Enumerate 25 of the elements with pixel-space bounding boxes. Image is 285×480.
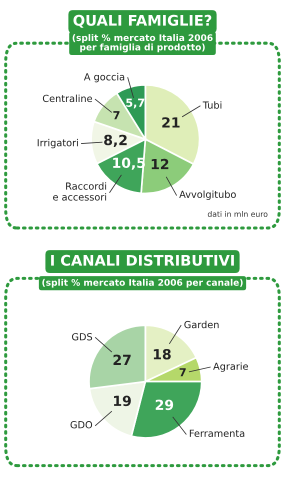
data-label: 18 [154,348,171,360]
slice-label: Avvolgitubo [179,190,236,200]
data-label: 7 [180,368,186,376]
slice-label: Garden [184,320,219,328]
data-label: 21 [162,117,180,128]
data-label: 27 [114,354,131,365]
slice-label: Tubi [202,101,222,109]
data-label: 5,7 [126,98,144,108]
chart-title: QUALI FAMIGLIE? [73,14,212,28]
data-label: 19 [114,396,131,406]
chart-title: I CANALI DISTRIBUTIVI [51,254,234,266]
data-label: 29 [156,400,174,410]
data-label: 12 [152,158,168,170]
slice-label: Agrarie [213,362,248,372]
slice-label: Centraline [42,94,92,102]
slice-label: A goccia [84,72,124,82]
chart-subtitle: (split % mercato Italia 2006 per famiglia di prodotto) [72,34,213,52]
slice-label: Irrigatori [38,138,78,148]
data-label: 8,2 [104,134,127,148]
slice-label: Ferramenta [190,430,244,437]
slice-label: GDS [72,333,92,340]
slice-label: GDO [70,421,92,428]
slice-label: Raccordi e accessori [53,182,106,201]
data-label: 7 [113,111,120,120]
chart-subtitle: (split % mercato Italia 2006 per canale) [42,278,243,288]
